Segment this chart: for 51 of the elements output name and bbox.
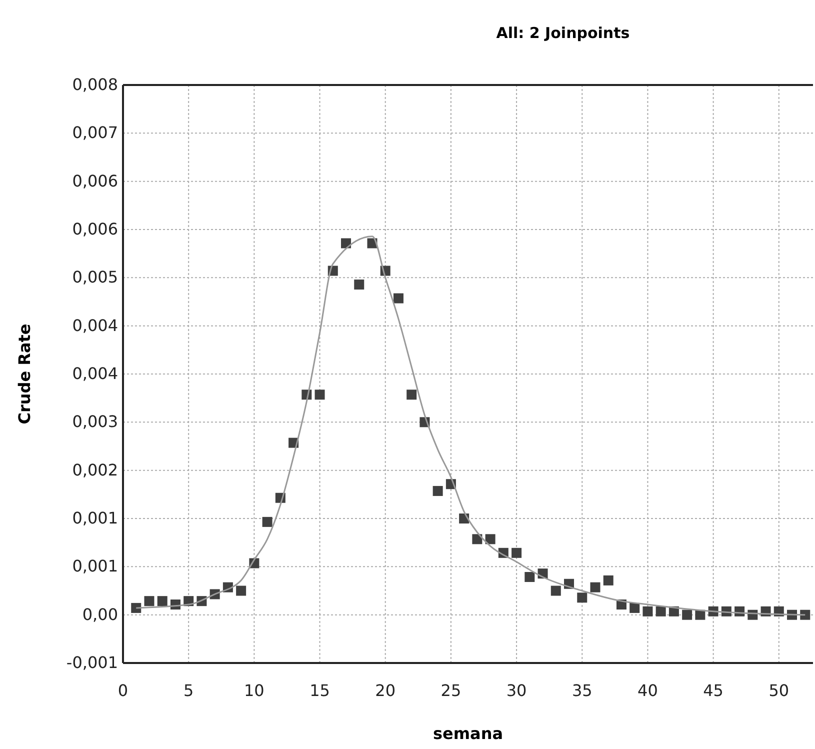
y-tick-label: 0,004 [72, 364, 118, 383]
x-tick-label: 30 [506, 681, 527, 700]
x-tick-label: 35 [572, 681, 592, 700]
point [432, 486, 443, 496]
x-axis-title: semana [432, 724, 504, 743]
point [236, 586, 246, 596]
point [485, 534, 496, 544]
y-tick-label: 0,007 [72, 123, 118, 142]
x-tick-label: 45 [703, 681, 724, 700]
point [630, 602, 640, 613]
y-axis-title: Crude Rate [15, 324, 34, 424]
point [354, 280, 364, 290]
point [341, 238, 352, 248]
point [642, 606, 653, 616]
point [512, 548, 522, 558]
point [131, 602, 142, 613]
point [550, 586, 561, 596]
point [577, 592, 588, 603]
point [603, 575, 614, 586]
y-tick-label: 0,006 [72, 171, 118, 190]
y-tick-label: 0,00 [82, 604, 118, 624]
x-tick-label: 40 [638, 681, 658, 700]
y-tick-label: 0,003 [72, 412, 118, 432]
y-tick-label: 0,004 [72, 316, 118, 335]
chart-title: All: 2 Joinpoints [496, 24, 630, 42]
point [144, 596, 154, 606]
point [682, 610, 692, 620]
point [524, 572, 535, 582]
point [800, 610, 810, 620]
point [157, 596, 168, 606]
y-tick-label: -0,001 [66, 653, 118, 672]
y-tick-label: 0,005 [72, 268, 118, 287]
y-tick-label: 0,002 [72, 460, 118, 480]
x-tick-label: 15 [310, 681, 330, 700]
point [393, 293, 404, 304]
y-tick-label: 0,001 [72, 556, 118, 576]
x-tick-label: 50 [768, 681, 790, 700]
point [656, 606, 666, 616]
point [472, 534, 482, 544]
x-tick-label: 25 [440, 681, 462, 700]
x-tick-label: 10 [244, 681, 264, 700]
x-tick-label: 0 [118, 681, 128, 700]
y-tick-label: 0,006 [72, 220, 118, 238]
point [262, 516, 272, 527]
x-tick-label: 20 [375, 681, 396, 700]
point [314, 390, 325, 400]
y-tick-label: 0,001 [72, 508, 118, 528]
x-tick-label: 5 [183, 681, 194, 700]
point [406, 390, 417, 400]
point [590, 582, 600, 592]
y-tick-label: 0,008 [72, 75, 118, 94]
